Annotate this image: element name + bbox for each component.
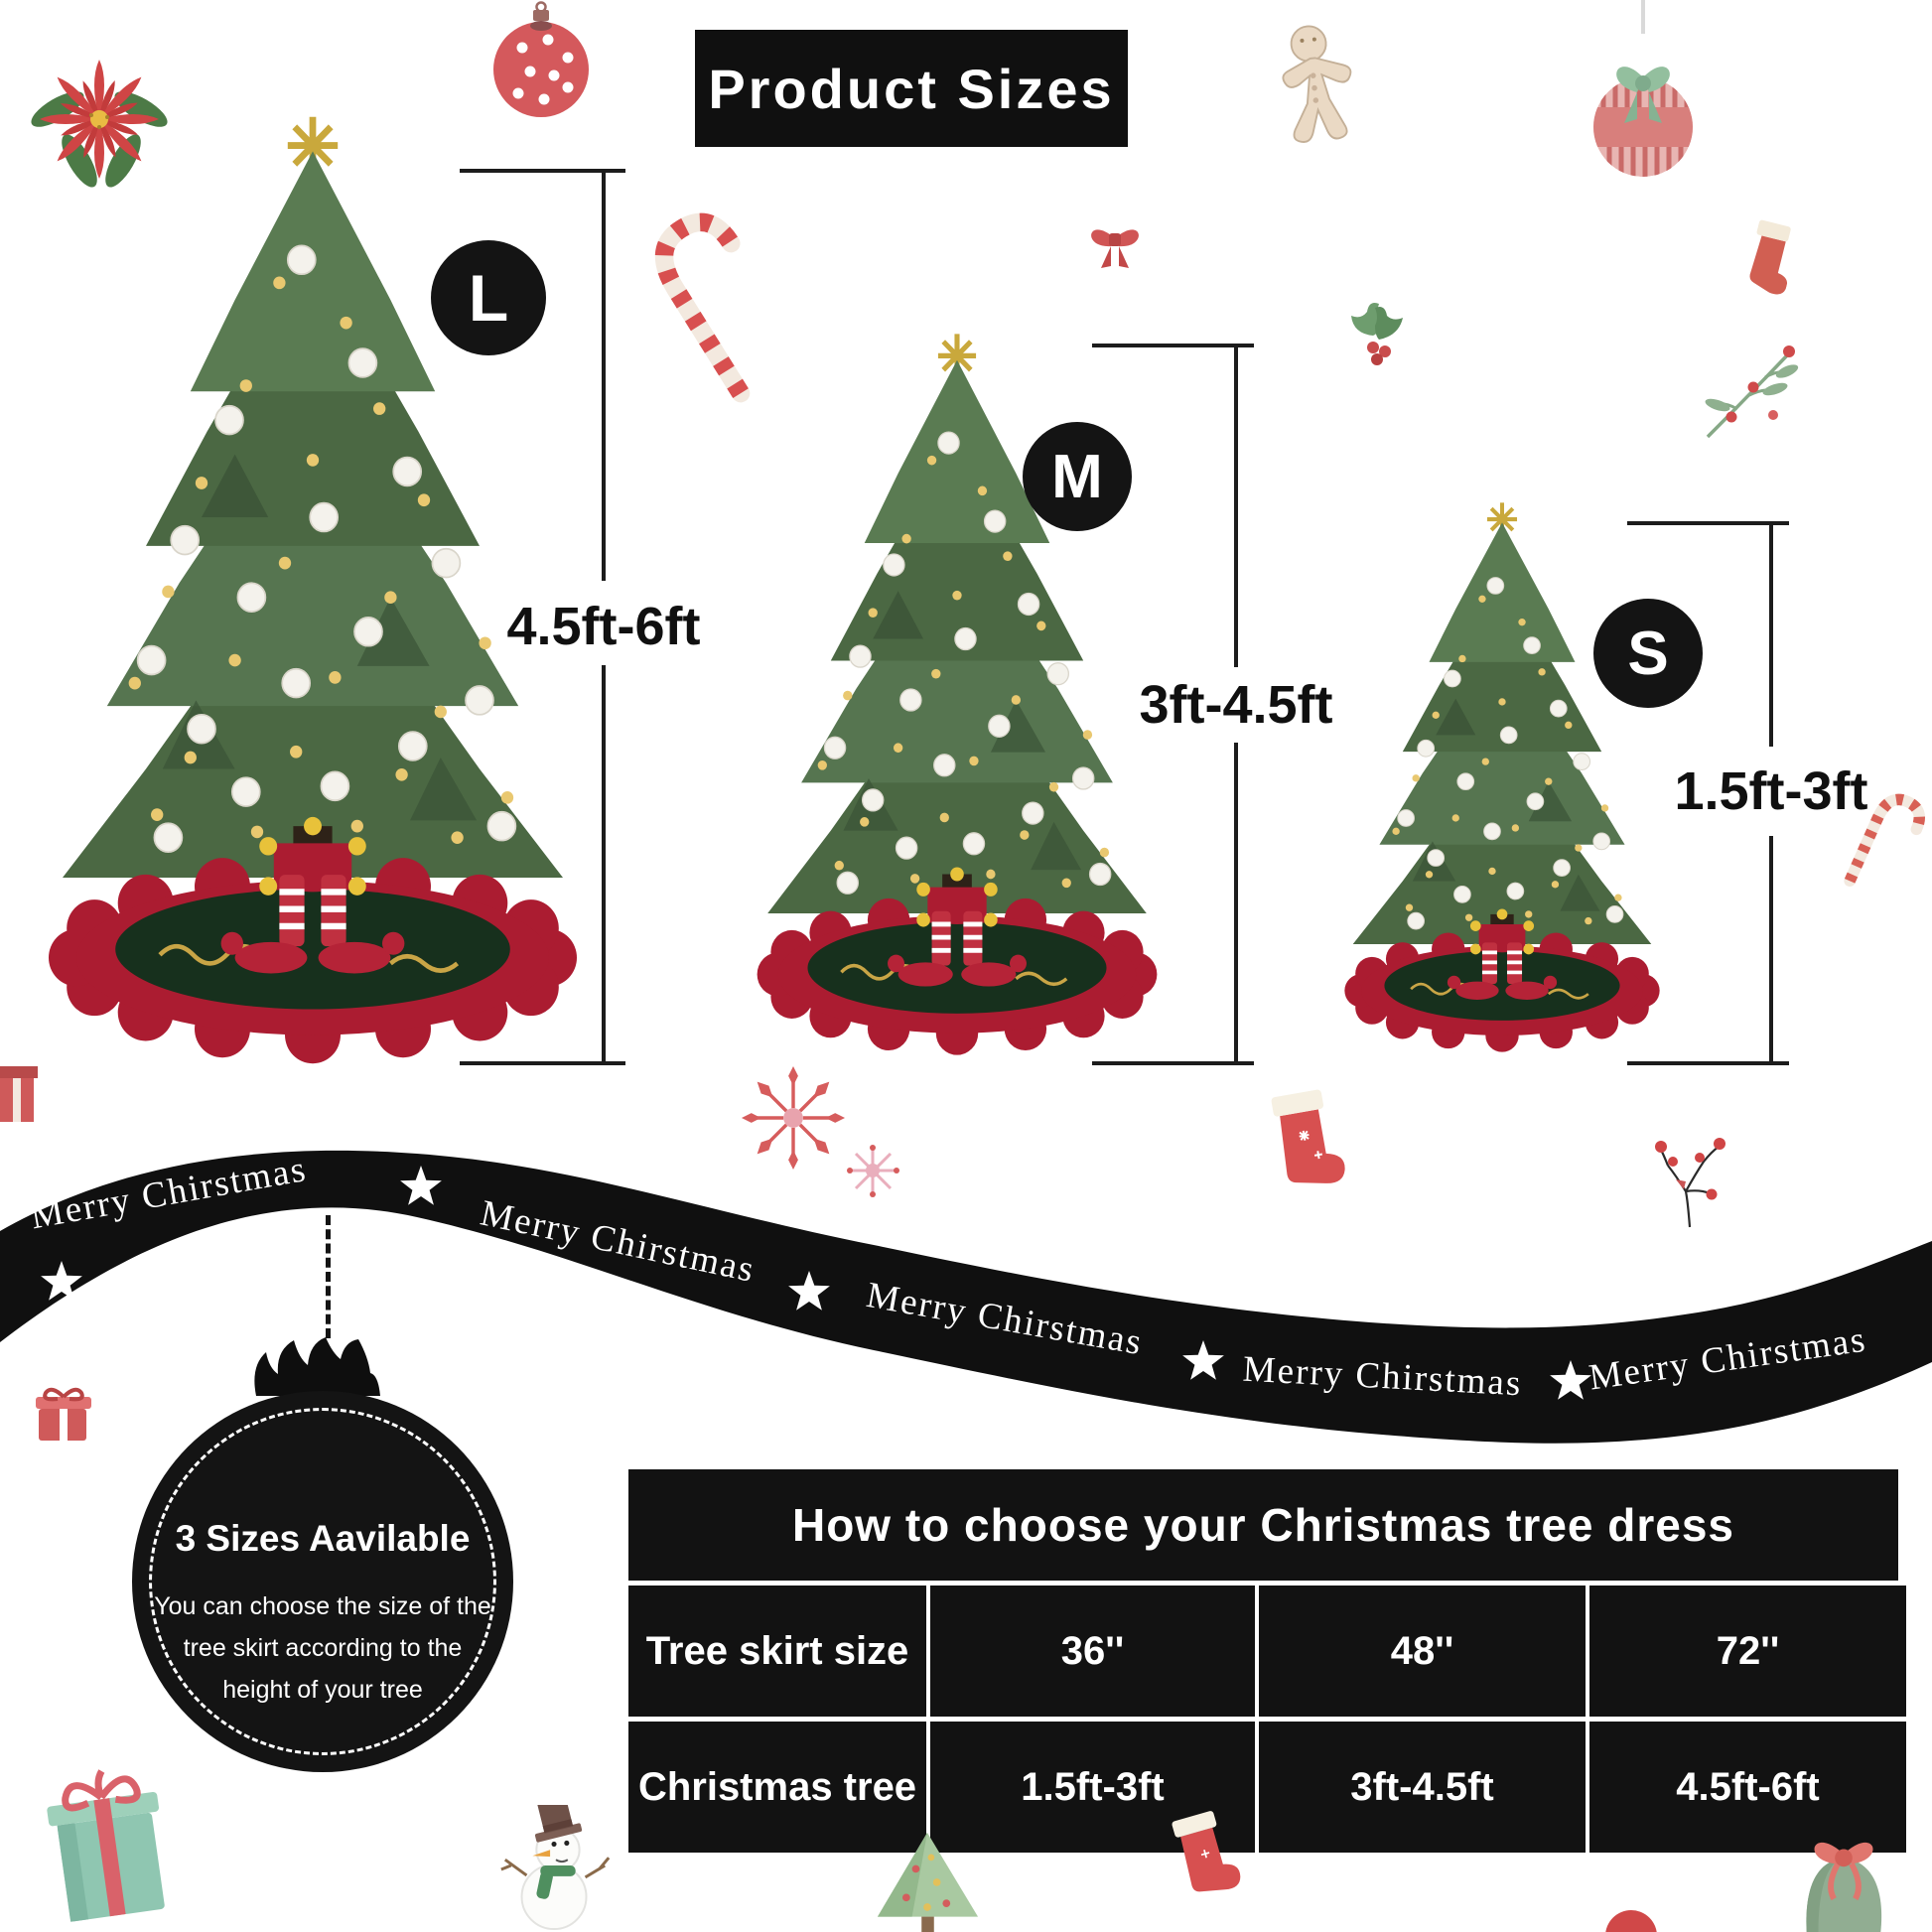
table-cell: 4.5ft-6ft bbox=[1589, 1722, 1906, 1853]
table-cell: Christmas tree bbox=[628, 1722, 926, 1853]
note-line: height of your tree bbox=[222, 1676, 423, 1704]
dashed-ring bbox=[149, 1408, 496, 1755]
table-row-skirt-size: Tree skirt size 36'' 48'' 72'' bbox=[628, 1586, 1906, 1717]
measure-tick-top-large bbox=[460, 169, 625, 173]
ornament-ball-icon bbox=[1605, 1910, 1657, 1932]
table-cell: 36'' bbox=[930, 1586, 1255, 1717]
title-banner: Product Sizes bbox=[695, 30, 1128, 147]
measure-tick-top-small bbox=[1627, 521, 1789, 525]
poinsettia-icon bbox=[31, 60, 168, 188]
table-title-bar: How to choose your Christmas tree dress bbox=[628, 1469, 1898, 1581]
berry-branch-icon bbox=[1655, 1138, 1725, 1228]
gift-icon bbox=[47, 1769, 165, 1922]
table-cell: 72'' bbox=[1589, 1586, 1906, 1717]
measure-line-medium-lower bbox=[1234, 743, 1238, 1063]
table-cell: 3ft-4.5ft bbox=[1259, 1722, 1586, 1853]
polka-ornament-icon bbox=[493, 1, 589, 117]
candy-cane-icon bbox=[1844, 793, 1925, 888]
table-title: How to choose your Christmas tree dress bbox=[791, 1499, 1735, 1551]
fringe-ornament-icon bbox=[1593, 0, 1693, 177]
measure-line-large-lower bbox=[602, 665, 606, 1063]
table-row-tree-height: Christmas tree 1.5ft-3ft 3ft-4.5ft 4.5ft… bbox=[628, 1722, 1906, 1853]
candy-cane-icon bbox=[654, 212, 751, 403]
size-table: How to choose your Christmas tree dress … bbox=[628, 1469, 1906, 1853]
measure-tick-bottom-small bbox=[1627, 1061, 1789, 1065]
stocking-icon bbox=[1271, 1089, 1345, 1183]
holly-icon bbox=[1351, 303, 1403, 365]
ribbon-text: Merry Chirstmas bbox=[1242, 1349, 1524, 1405]
ornament-tufts bbox=[254, 1337, 380, 1396]
gingerbread-icon bbox=[1282, 25, 1352, 143]
snowflake-icon bbox=[847, 1145, 899, 1197]
ribbon-text: Merry Chirstmas bbox=[864, 1275, 1147, 1363]
hanger-dashed-line bbox=[326, 1215, 331, 1338]
size-badge-medium: M bbox=[1023, 422, 1132, 531]
snowflake-icon bbox=[741, 1065, 846, 1171]
stocking-icon bbox=[1749, 219, 1791, 295]
measure-line-medium-upper bbox=[1234, 345, 1238, 667]
note-title: 3 Sizes Aavilable bbox=[175, 1518, 471, 1559]
ribbon-text: Merry Chirstmas bbox=[28, 1149, 311, 1237]
christmas-tree-small bbox=[1336, 499, 1668, 1055]
measure-tick-top-medium bbox=[1092, 344, 1254, 347]
snowman-icon bbox=[500, 1805, 611, 1931]
mini-tree-icon bbox=[877, 1832, 979, 1932]
table-cell: 48'' bbox=[1259, 1586, 1586, 1717]
measure-line-small-upper bbox=[1769, 523, 1773, 747]
gift-icon bbox=[0, 1066, 38, 1122]
berry-sprig-icon bbox=[1705, 345, 1799, 439]
note-line: tree skirt according to the bbox=[183, 1634, 463, 1662]
gift-icon bbox=[36, 1387, 91, 1441]
bell-sack-icon bbox=[1806, 1842, 1882, 1932]
ribbon-text: Merry Chirstmas bbox=[1587, 1319, 1869, 1399]
range-label-large: 4.5ft-6ft bbox=[506, 597, 701, 656]
measure-tick-bottom-large bbox=[460, 1061, 625, 1065]
range-label-medium: 3ft-4.5ft bbox=[1139, 675, 1333, 735]
size-badge-large: L bbox=[431, 240, 546, 355]
range-label-small: 1.5ft-3ft bbox=[1674, 761, 1868, 821]
stocking-icon bbox=[1172, 1811, 1241, 1892]
red-bow-icon bbox=[1091, 229, 1139, 268]
measure-line-small-lower bbox=[1769, 836, 1773, 1063]
size-badge-small: S bbox=[1593, 599, 1703, 708]
note-line: You can choose the size of the bbox=[154, 1592, 491, 1620]
ribbon-text: Merry Chirstmas bbox=[477, 1192, 759, 1291]
measure-line-large-upper bbox=[602, 171, 606, 581]
table-cell: Tree skirt size bbox=[628, 1586, 926, 1717]
measure-tick-bottom-medium bbox=[1092, 1061, 1254, 1065]
page-title: Product Sizes bbox=[708, 57, 1115, 120]
note-ornament-badge: 3 Sizes Aavilable You can choose the siz… bbox=[132, 1391, 513, 1772]
